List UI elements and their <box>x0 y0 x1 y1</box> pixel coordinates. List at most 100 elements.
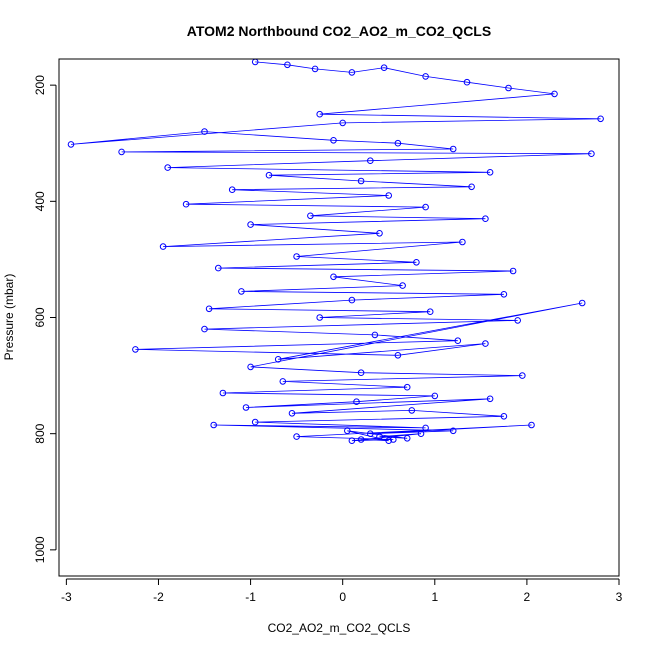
data-point <box>505 84 512 92</box>
x-tick-label: -2 <box>153 590 164 604</box>
data-point <box>357 369 365 377</box>
data-point <box>132 346 139 353</box>
data-point <box>348 296 356 304</box>
x-tick-label: 2 <box>524 590 531 604</box>
chart-title: ATOM2 Northbound CO2_AO2_m_CO2_QCLS <box>187 23 491 39</box>
data-point <box>417 430 425 438</box>
data-point <box>422 203 429 211</box>
y-axis: 200 400 600 800 1000 <box>33 75 57 563</box>
data-point <box>422 424 429 432</box>
y-tick-label: 1000 <box>33 536 47 563</box>
data-point <box>468 183 475 191</box>
x-axis-label: CO2_AO2_m_CO2_QCLS <box>268 621 411 635</box>
y-tick-label: 800 <box>33 423 47 443</box>
data-point <box>408 407 416 414</box>
plot-frame <box>58 58 620 577</box>
data-point <box>247 363 254 371</box>
data-point <box>486 169 494 176</box>
data-point <box>67 141 75 148</box>
data-point <box>385 437 393 445</box>
data-point <box>459 238 466 246</box>
y-tick-label: 400 <box>33 191 47 211</box>
series-line <box>70 61 601 442</box>
data-point <box>413 259 420 266</box>
data-point <box>431 392 439 400</box>
data-point <box>205 305 213 313</box>
data-point <box>403 383 411 391</box>
data-point <box>380 64 388 71</box>
data-point <box>514 317 522 324</box>
data-point <box>376 433 383 440</box>
data-point <box>367 157 374 164</box>
data-point <box>164 164 171 171</box>
data-point <box>353 398 360 406</box>
data-point <box>500 413 508 420</box>
data-point <box>242 404 250 411</box>
data-point <box>399 282 406 289</box>
data-point <box>316 314 324 321</box>
data-point <box>528 421 535 429</box>
data-point <box>228 186 236 193</box>
data-point <box>279 378 287 385</box>
data-point <box>394 139 402 147</box>
data-point <box>247 221 254 228</box>
data-point <box>219 389 227 397</box>
x-tick-label: -1 <box>245 590 256 604</box>
data-point <box>578 299 586 307</box>
data-point <box>509 267 517 275</box>
x-tick-label: 0 <box>339 590 346 604</box>
data-point <box>500 291 508 298</box>
data-point <box>348 69 356 76</box>
data-point <box>449 145 457 153</box>
x-tick-label: 3 <box>616 590 623 604</box>
data-point <box>426 308 434 316</box>
y-axis-label: Pressure (mbar) <box>2 274 16 361</box>
data-point <box>588 150 595 157</box>
data-point <box>251 418 259 426</box>
data-point <box>330 137 337 144</box>
data-point <box>348 437 356 445</box>
data-point <box>288 410 296 417</box>
data-point <box>330 273 337 281</box>
data-point <box>238 288 245 295</box>
data-point <box>210 421 217 429</box>
data-point <box>519 372 526 379</box>
data-point <box>551 90 558 98</box>
data-point <box>215 264 222 272</box>
data-point <box>385 192 393 199</box>
data-point <box>367 430 374 438</box>
data-point <box>454 337 462 345</box>
x-tick-label: 1 <box>431 590 438 604</box>
data-point <box>357 436 365 443</box>
data-point <box>357 177 365 185</box>
data-point <box>311 65 319 73</box>
data-point <box>482 215 489 222</box>
data-point <box>390 436 397 443</box>
data-point <box>482 340 489 347</box>
data-point <box>201 128 208 135</box>
data-point <box>274 356 282 363</box>
data-point <box>422 73 429 80</box>
data-point <box>371 331 379 339</box>
data-point <box>307 212 314 220</box>
data-point <box>486 395 494 403</box>
x-axis: -3 -2 -1 0 1 2 3 <box>61 578 623 604</box>
data-point <box>118 148 125 156</box>
data-point <box>182 200 190 208</box>
data-point <box>376 230 383 237</box>
data-point <box>449 427 457 435</box>
x-tick-label: -3 <box>61 590 72 604</box>
data-point <box>201 325 208 333</box>
data-point <box>265 171 273 179</box>
data-point <box>403 435 411 442</box>
y-tick-label: 600 <box>33 307 47 327</box>
y-tick-label: 200 <box>33 75 47 95</box>
data-point <box>159 243 167 250</box>
data-point <box>293 433 300 440</box>
data-point <box>316 110 324 118</box>
data-point <box>344 427 351 435</box>
data-point <box>597 115 604 123</box>
data-point <box>339 119 347 127</box>
data-point <box>394 352 402 359</box>
